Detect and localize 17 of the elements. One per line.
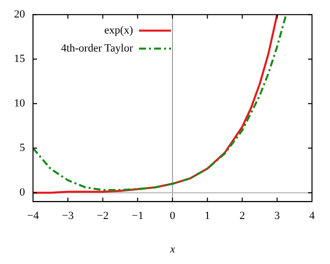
legend-label: exp(x) xyxy=(104,24,134,36)
x-axis-title: x xyxy=(169,243,176,256)
x-tick-label: 4 xyxy=(309,210,316,222)
x-tick-label: 3 xyxy=(274,210,280,222)
y-tick-label: 0 xyxy=(20,186,26,199)
y-tick-label: 15 xyxy=(14,53,26,66)
y-tick-label: 5 xyxy=(20,142,26,154)
x-tick-label: 1 xyxy=(204,210,210,222)
x-tick-label: 0 xyxy=(170,210,176,222)
x-tick-label: −3 xyxy=(62,210,74,222)
x-tick-label: −4 xyxy=(27,210,40,222)
x-tick-label: −1 xyxy=(132,210,144,222)
y-tick-label: 10 xyxy=(14,98,26,110)
y-tick-label: 20 xyxy=(14,8,26,20)
legend-label: 4th-order Taylor xyxy=(60,42,134,54)
x-tick-label: −2 xyxy=(96,210,109,222)
x-tick-label: 2 xyxy=(240,210,245,222)
